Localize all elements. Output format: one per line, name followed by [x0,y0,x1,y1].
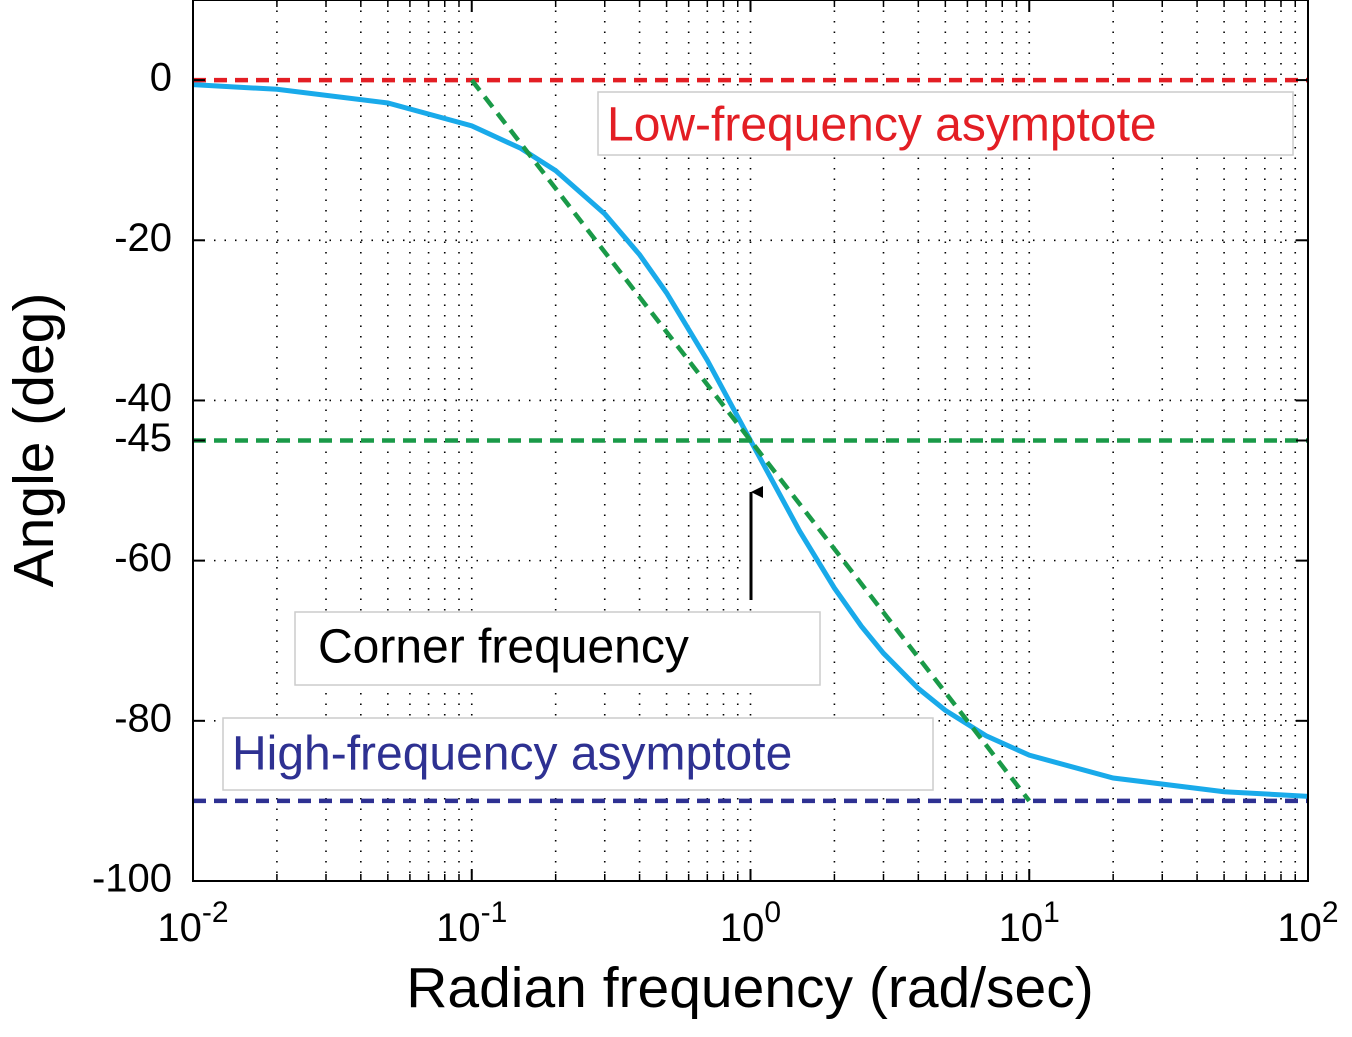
y-tick-label: -20 [114,216,172,260]
annotation-box [294,611,821,686]
x-tick-label: 101 [999,896,1060,950]
x-tick-label: 100 [720,896,781,950]
x-tick-label: 10-1 [436,896,507,950]
phase-line [192,82,1309,799]
annotation-box [222,717,934,791]
x-tick-label: 10-2 [157,896,228,950]
y-tick-label: -60 [114,536,172,580]
annotation-box [597,91,1294,156]
y-tick-label: -80 [114,696,172,740]
y-tick-label: -45 [114,416,172,460]
asymptote-line [469,78,1032,803]
y-tick-label: -40 [114,376,172,420]
x-axis-label: Radian frequency (rad/sec) [406,956,1094,1020]
annotation: High-frequency asymptote [232,728,792,781]
y-tick-label: -100 [92,857,172,901]
y-axis-label: Angle (deg) [2,293,66,588]
lines [192,77,1309,804]
annotations: Low-frequency asymptote Corner frequency H… [222,91,1294,791]
annotation: Low-frequency asymptote [607,99,1157,152]
annotation: Corner frequency [318,621,689,674]
x-tick-label: 102 [1277,896,1338,950]
y-tick-label: 0 [150,56,172,100]
